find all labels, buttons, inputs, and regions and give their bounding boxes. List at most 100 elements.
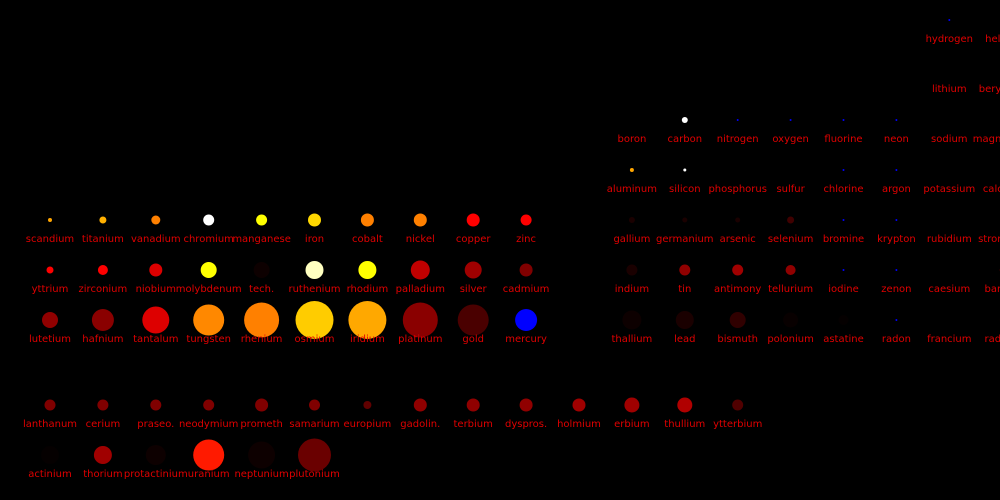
- point-lead: [675, 311, 694, 329]
- label-carbon: carbon: [668, 134, 703, 145]
- label-palladium: palladium: [396, 284, 445, 295]
- label-tungsten: tungsten: [186, 334, 231, 345]
- label-sulfur: sulfur: [776, 184, 805, 195]
- point-plutonium: [298, 438, 331, 472]
- point-iron: [308, 213, 321, 227]
- point-praseo: [150, 399, 162, 411]
- point-bismuth: [729, 312, 746, 328]
- label-barium: barium: [984, 284, 1000, 295]
- point-tantalum: [142, 306, 170, 334]
- label-bromine: bromine: [823, 234, 864, 245]
- label-actinium: actinium: [28, 469, 72, 480]
- label-copper: copper: [456, 234, 491, 245]
- point-cobalt: [360, 213, 374, 227]
- label-zirconium: zirconium: [79, 284, 128, 295]
- label-antimony: antimony: [714, 284, 761, 295]
- point-germanium: [682, 217, 688, 223]
- label-lutetium: lutetium: [29, 334, 71, 345]
- label-boron: boron: [617, 134, 646, 145]
- label-rubidium: rubidium: [927, 234, 972, 245]
- label-lead: lead: [674, 334, 695, 345]
- label-ruthenium: ruthenium: [288, 284, 340, 295]
- label-nitrogen: nitrogen: [717, 134, 759, 145]
- point-zinc: [520, 214, 532, 226]
- label-rhenium: rhenium: [241, 334, 283, 345]
- label-oxygen: oxygen: [772, 134, 808, 145]
- label-samarium: samarium: [289, 419, 339, 430]
- point-gallium: [628, 217, 635, 223]
- label-germanium: germanium: [656, 234, 714, 245]
- point-arsenic: [735, 217, 741, 223]
- point-krypton: [895, 219, 898, 221]
- point-radon: [895, 319, 898, 321]
- label-radium: radium: [984, 334, 1000, 345]
- label-argon: argon: [882, 184, 911, 195]
- label-terbium: terbium: [454, 419, 493, 430]
- label-gadolin: gadolin.: [400, 419, 440, 430]
- label-erbium: erbium: [614, 419, 649, 430]
- point-gold: [457, 304, 489, 336]
- label-lithium: lithium: [932, 84, 967, 95]
- label-zinc: zinc: [516, 234, 536, 245]
- label-astatine: astatine: [823, 334, 864, 345]
- label-neodymium: neodymium: [179, 419, 238, 430]
- point-silicon: [683, 168, 687, 172]
- point-copper: [466, 213, 480, 227]
- point-silver: [464, 261, 482, 279]
- label-prometh: prometh: [240, 419, 283, 430]
- point-holmium: [572, 398, 586, 412]
- point-cerium: [97, 399, 109, 411]
- label-phosphorus: phosphorus: [708, 184, 766, 195]
- point-oxygen: [789, 119, 792, 121]
- point-neon: [895, 119, 898, 121]
- label-yttrium: yttrium: [32, 284, 69, 295]
- label-iron: iron: [305, 234, 324, 245]
- label-neon: neon: [884, 134, 909, 145]
- point-antimony: [732, 264, 744, 276]
- point-ruthenium: [305, 261, 324, 279]
- label-praseo: praseo.: [137, 419, 174, 430]
- point-gadolin: [413, 398, 427, 412]
- point-chromium: [203, 214, 215, 226]
- label-protactinium: protactinium: [124, 469, 188, 480]
- label-gold: gold: [462, 334, 484, 345]
- point-prometh: [255, 398, 269, 412]
- point-vanadium: [151, 215, 161, 225]
- point-iridium: [348, 301, 387, 339]
- point-astatine: [838, 315, 849, 325]
- point-hafnium: [91, 309, 114, 331]
- point-niobium: [149, 263, 163, 277]
- point-neptunium: [248, 441, 276, 469]
- point-tech: [253, 262, 270, 278]
- point-platinum: [402, 302, 438, 338]
- label-niobium: niobium: [136, 284, 176, 295]
- label-chlorine: chlorine: [823, 184, 863, 195]
- label-platinum: platinum: [398, 334, 442, 345]
- label-cadmium: cadmium: [503, 284, 550, 295]
- label-arsenic: arsenic: [720, 234, 756, 245]
- point-zirconium: [97, 265, 108, 275]
- point-neodymium: [203, 399, 215, 411]
- label-nickel: nickel: [406, 234, 435, 245]
- label-plutonium: plutonium: [289, 469, 340, 480]
- label-iridium: iridium: [350, 334, 385, 345]
- point-tellurium: [785, 265, 796, 275]
- label-indium: indium: [615, 284, 649, 295]
- label-uranium: uranium: [188, 469, 230, 480]
- point-hydrogen: [948, 19, 951, 21]
- point-chlorine: [842, 169, 845, 171]
- point-indium: [626, 264, 638, 276]
- label-scandium: scandium: [26, 234, 74, 245]
- label-mercury: mercury: [505, 334, 547, 345]
- point-uranium: [193, 439, 225, 471]
- point-dyspros: [519, 398, 533, 412]
- label-tin: tin: [678, 284, 691, 295]
- point-titanium: [99, 216, 107, 224]
- point-fluorine: [842, 119, 845, 121]
- point-rhenium: [244, 302, 280, 338]
- point-yttrium: [46, 266, 54, 274]
- point-osmium: [295, 301, 334, 339]
- label-calcium: calcium: [983, 184, 1000, 195]
